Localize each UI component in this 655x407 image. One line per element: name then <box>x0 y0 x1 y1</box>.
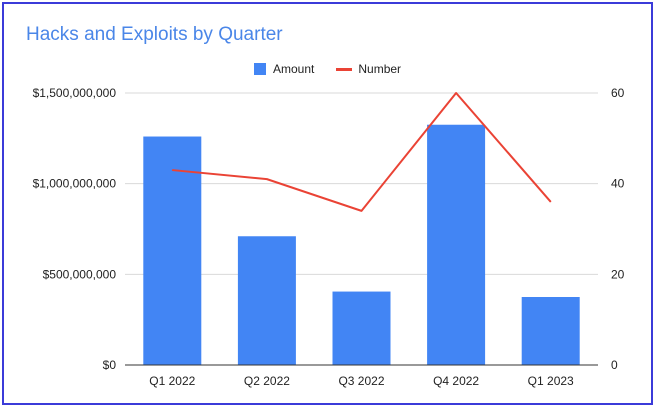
chart-plot: $0 $500,000,000 $1,000,000,000 $1,500,000,0… <box>33 86 625 388</box>
line-number <box>171 92 552 212</box>
y-right-tick-label: 60 <box>611 86 625 100</box>
chart-title: Hacks and Exploits by Quarter <box>26 24 283 45</box>
y-left-tick-label: $0 <box>103 358 117 372</box>
line-point <box>361 210 362 212</box>
legend-label-number: Number <box>358 62 402 76</box>
y-left-tick-label: $500,000,000 <box>43 267 117 281</box>
y-right-tick-label: 0 <box>611 358 618 372</box>
line-point <box>171 169 173 171</box>
x-tick-label: Q1 2022 <box>149 374 195 388</box>
bar <box>237 236 296 365</box>
x-tick-label: Q4 2022 <box>433 374 479 388</box>
legend-label-amount: Amount <box>273 62 315 76</box>
line-point <box>455 92 457 94</box>
chart-legend: Amount Number <box>254 61 423 77</box>
y-left-tick-label: $1,500,000,000 <box>33 86 117 100</box>
line-point <box>550 201 552 203</box>
x-tick-label: Q2 2022 <box>244 374 290 388</box>
bar <box>332 291 391 365</box>
x-tick-label: Q3 2022 <box>338 374 384 388</box>
x-tick-label: Q1 2023 <box>528 374 574 388</box>
bar <box>521 297 580 365</box>
legend-item-amount: Amount <box>254 62 314 76</box>
y-left-tick-label: $1,000,000,000 <box>33 177 117 191</box>
bar <box>143 136 202 365</box>
bars-amount <box>143 124 580 365</box>
series-line-number <box>172 92 552 212</box>
grid-lines <box>125 92 598 275</box>
legend-swatch-amount <box>254 63 266 75</box>
y-right-tick-label: 20 <box>611 267 625 281</box>
legend-item-number: Number <box>336 62 401 76</box>
tick-labels: $0 $500,000,000 $1,000,000,000 $1,500,000,0… <box>33 86 625 388</box>
y-right-tick-label: 40 <box>611 177 625 191</box>
line-point <box>266 178 268 180</box>
bar <box>427 124 486 365</box>
legend-swatch-number <box>336 67 353 71</box>
